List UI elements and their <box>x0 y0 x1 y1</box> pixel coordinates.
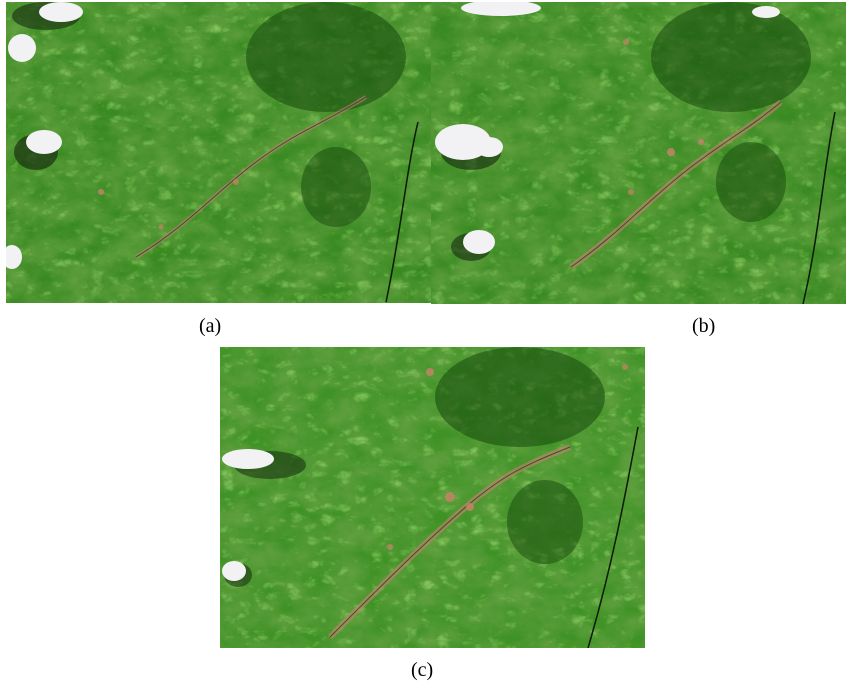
caption-a: (a) <box>199 315 222 337</box>
satellite-image-b <box>431 2 846 304</box>
caption-b: (b) <box>692 315 716 337</box>
satellite-image-a-graphic <box>6 2 431 303</box>
satellite-image-b-graphic <box>431 2 846 304</box>
satellite-image-c <box>220 347 645 648</box>
satellite-image-c-graphic <box>220 347 645 648</box>
caption-c: (c) <box>411 659 434 681</box>
satellite-image-a <box>6 2 431 303</box>
